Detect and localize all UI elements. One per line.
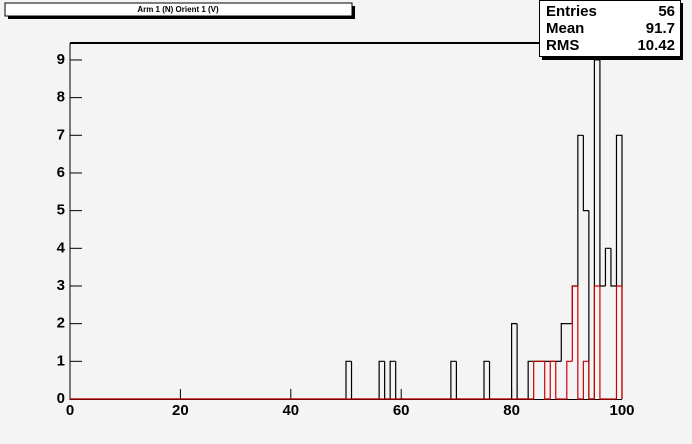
title-box: [4, 2, 353, 17]
y-tick-label: 1: [57, 352, 65, 369]
histogram-bin: [615, 134, 623, 399]
histogram-bin: [533, 360, 540, 399]
x-tick-label: 0: [66, 402, 74, 419]
histogram-bin: [483, 360, 490, 399]
stat-value: 10.42: [637, 37, 675, 54]
y-tick-label: 9: [57, 51, 65, 68]
stat-value: 56: [658, 3, 675, 20]
histogram-bin: [582, 135, 589, 212]
histogram-bin: [593, 285, 600, 399]
histogram-bin: [577, 134, 584, 286]
histogram-bin: [378, 360, 385, 399]
histogram-bin: [450, 360, 457, 399]
stat-label: Mean: [546, 20, 584, 37]
histogram-bin: [511, 323, 518, 399]
histogram-bin: [615, 285, 623, 399]
y-tick-label: 3: [57, 277, 65, 294]
stats-box: [539, 0, 681, 57]
x-tick-label: 40: [282, 402, 299, 419]
histogram-bin: [549, 360, 556, 399]
x-tick-label: 100: [609, 402, 634, 419]
histogram-bin: [599, 285, 606, 400]
histogram-bin: [577, 285, 584, 400]
x-tick-label: 80: [503, 402, 520, 419]
stat-label: RMS: [546, 37, 579, 54]
histogram-bin: [582, 360, 589, 399]
y-tick-label: 6: [57, 164, 65, 181]
y-tick-label: 5: [57, 202, 65, 219]
histogram-bin: [588, 361, 595, 400]
histogram-bin: [544, 361, 551, 400]
y-tick-label: 0: [57, 390, 65, 407]
histogram-bin: [389, 360, 396, 399]
histogram-bin: [527, 360, 534, 399]
histogram-bin: [555, 361, 562, 400]
x-tick-label: 20: [172, 402, 189, 419]
histogram-bin: [566, 360, 573, 399]
stat-label: Entries: [546, 3, 597, 20]
chart-title: Arm 1 (N) Orient 1 (V): [137, 5, 219, 14]
histogram-bin: [560, 323, 567, 362]
y-tick-label: 4: [57, 239, 66, 256]
y-tick-label: 8: [57, 89, 65, 106]
stat-value: 91.7: [646, 20, 675, 37]
y-tick-label: 7: [57, 126, 65, 143]
x-tick-label: 60: [393, 402, 410, 419]
histogram-bin: [604, 247, 611, 286]
histogram-bin: [345, 360, 352, 399]
histogram-bin: [571, 285, 578, 362]
y-tick-label: 2: [57, 315, 65, 332]
histogram-bin: [610, 248, 617, 287]
